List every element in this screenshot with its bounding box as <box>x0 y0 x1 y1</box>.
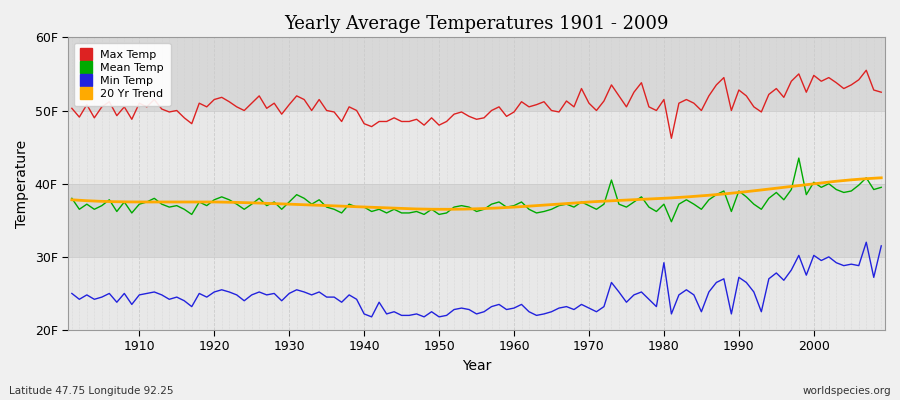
Min Temp <box>67 291 77 296</box>
Max Temp <box>501 114 512 119</box>
Mean Temp <box>126 210 137 215</box>
Mean Temp <box>501 205 512 210</box>
Max Temp <box>598 98 609 103</box>
Max Temp <box>292 94 302 98</box>
Line: Min Temp: Min Temp <box>72 242 881 317</box>
Mean Temp <box>508 203 519 208</box>
20 Yr Trend <box>752 188 762 193</box>
Min Temp <box>508 306 519 310</box>
Bar <box>68 184 885 257</box>
Max Temp <box>126 117 137 122</box>
Y-axis label: Temperature: Temperature <box>15 140 29 228</box>
Min Temp <box>606 280 616 285</box>
Mean Temp <box>666 219 677 224</box>
Text: worldspecies.org: worldspecies.org <box>803 386 891 396</box>
Min Temp <box>292 287 302 292</box>
Bar <box>68 37 885 110</box>
20 Yr Trend <box>437 207 448 212</box>
Line: Mean Temp: Mean Temp <box>72 158 881 222</box>
20 Yr Trend <box>803 182 814 187</box>
Title: Yearly Average Temperatures 1901 - 2009: Yearly Average Temperatures 1901 - 2009 <box>284 15 669 33</box>
Mean Temp <box>67 196 77 201</box>
Bar <box>68 257 885 330</box>
Mean Temp <box>876 185 886 190</box>
Mean Temp <box>292 192 302 197</box>
Max Temp <box>508 110 519 114</box>
20 Yr Trend <box>67 197 77 202</box>
Max Temp <box>337 119 347 124</box>
X-axis label: Year: Year <box>462 359 491 373</box>
20 Yr Trend <box>548 202 559 207</box>
Bar <box>68 110 885 184</box>
Mean Temp <box>337 210 347 215</box>
Min Temp <box>876 244 886 248</box>
Min Temp <box>861 240 872 245</box>
Max Temp <box>861 68 872 73</box>
Mean Temp <box>794 156 805 160</box>
Mean Temp <box>598 202 609 206</box>
Max Temp <box>666 136 677 141</box>
20 Yr Trend <box>69 198 80 202</box>
20 Yr Trend <box>876 176 886 180</box>
Min Temp <box>516 302 526 307</box>
20 Yr Trend <box>551 202 562 206</box>
Legend: Max Temp, Mean Temp, Min Temp, 20 Yr Trend: Max Temp, Mean Temp, Min Temp, 20 Yr Tre… <box>74 43 171 106</box>
Line: Max Temp: Max Temp <box>72 70 881 138</box>
Max Temp <box>876 90 886 95</box>
Min Temp <box>337 300 347 305</box>
Min Temp <box>366 314 377 319</box>
Min Temp <box>126 302 137 307</box>
Max Temp <box>67 106 77 111</box>
20 Yr Trend <box>564 201 575 206</box>
Text: Latitude 47.75 Longitude 92.25: Latitude 47.75 Longitude 92.25 <box>9 386 174 396</box>
Line: 20 Yr Trend: 20 Yr Trend <box>72 178 881 209</box>
